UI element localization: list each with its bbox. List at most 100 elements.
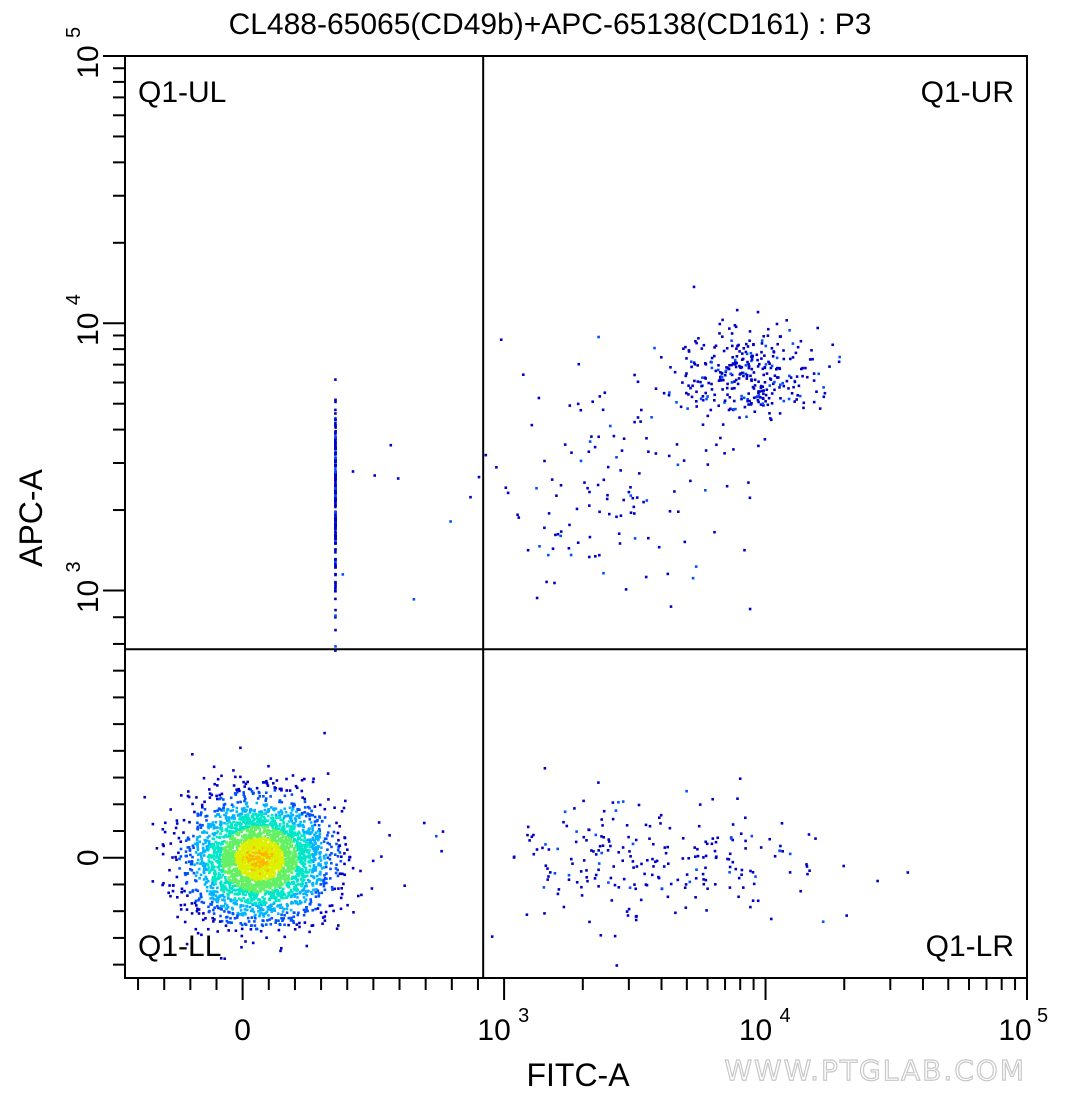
- y-tick-exponent: 5: [63, 27, 85, 38]
- event-point: [244, 802, 248, 806]
- event-point: [175, 875, 179, 879]
- event-point: [244, 814, 247, 817]
- event-point: [727, 858, 731, 861]
- event-point: [248, 820, 251, 824]
- event-point: [701, 398, 705, 402]
- event-point: [274, 897, 278, 901]
- event-point: [522, 373, 525, 376]
- event-point: [302, 913, 306, 917]
- event-point: [233, 792, 237, 795]
- event-point: [516, 513, 519, 517]
- event-point: [651, 873, 654, 877]
- event-point: [263, 820, 267, 823]
- event-point: [255, 893, 259, 896]
- event-point: [246, 813, 250, 816]
- event-point: [244, 893, 247, 897]
- event-point: [713, 354, 716, 358]
- event-point: [266, 836, 269, 840]
- event-point: [244, 782, 248, 786]
- event-point: [646, 859, 649, 862]
- event-point: [271, 850, 275, 853]
- event-point: [262, 903, 265, 906]
- event-point: [202, 854, 206, 857]
- event-point: [256, 813, 260, 817]
- event-point: [607, 838, 610, 841]
- event-point: [281, 835, 285, 839]
- event-point: [788, 871, 792, 874]
- event-point: [814, 837, 817, 840]
- event-point: [255, 816, 259, 820]
- event-point: [250, 828, 253, 831]
- x-tick-label: 10: [477, 1014, 510, 1047]
- event-point: [347, 858, 351, 862]
- event-point: [230, 803, 234, 807]
- event-point: [579, 870, 583, 873]
- event-point: [334, 511, 337, 514]
- event-point: [303, 878, 306, 882]
- event-point: [807, 833, 811, 836]
- event-point: [213, 850, 216, 853]
- event-point: [546, 867, 549, 870]
- event-point: [260, 873, 264, 877]
- event-point: [266, 858, 270, 862]
- event-point: [208, 834, 211, 838]
- event-point: [634, 915, 638, 918]
- event-point: [283, 849, 287, 852]
- event-point: [315, 882, 318, 885]
- event-point: [274, 862, 277, 866]
- event-point: [235, 828, 238, 832]
- y-tick-label: 10: [72, 45, 105, 78]
- event-point: [732, 448, 735, 451]
- event-point: [258, 880, 261, 884]
- event-point: [469, 495, 472, 499]
- event-point: [292, 856, 296, 860]
- event-point: [230, 921, 233, 925]
- event-point: [249, 808, 252, 811]
- event-point: [281, 851, 284, 855]
- event-point: [286, 870, 290, 873]
- event-point: [334, 496, 337, 500]
- event-point: [281, 918, 285, 921]
- event-point: [315, 850, 318, 853]
- event-point: [262, 819, 265, 822]
- event-point: [294, 863, 298, 866]
- event-point: [239, 868, 242, 871]
- event-point: [193, 901, 197, 905]
- event-point: [762, 404, 765, 407]
- event-point: [257, 840, 260, 843]
- event-point: [334, 430, 337, 433]
- event-point: [219, 851, 222, 855]
- event-point: [230, 822, 234, 825]
- event-point: [545, 580, 548, 584]
- event-point: [252, 855, 255, 858]
- event-point: [704, 878, 708, 882]
- event-point: [594, 833, 598, 837]
- event-point: [334, 536, 337, 540]
- event-point: [285, 777, 288, 781]
- event-point: [304, 892, 307, 895]
- event-point: [187, 795, 191, 799]
- event-point: [749, 374, 752, 378]
- event-point: [287, 885, 291, 889]
- event-point: [225, 819, 229, 822]
- event-point: [329, 877, 332, 880]
- event-point: [371, 859, 375, 863]
- event-point: [228, 884, 232, 888]
- event-point: [728, 327, 731, 330]
- event-point: [317, 903, 321, 906]
- event-point: [321, 916, 325, 919]
- event-point: [639, 898, 643, 902]
- event-point: [249, 858, 253, 862]
- event-point: [263, 897, 266, 901]
- event-point: [270, 884, 273, 888]
- event-point: [208, 870, 212, 873]
- event-point: [261, 822, 265, 825]
- event-point: [239, 909, 243, 912]
- event-point: [303, 875, 307, 878]
- event-point: [292, 880, 296, 884]
- event-point: [260, 875, 264, 879]
- event-point: [770, 347, 774, 350]
- event-point: [249, 877, 253, 881]
- event-point: [179, 908, 183, 911]
- event-point: [269, 923, 273, 926]
